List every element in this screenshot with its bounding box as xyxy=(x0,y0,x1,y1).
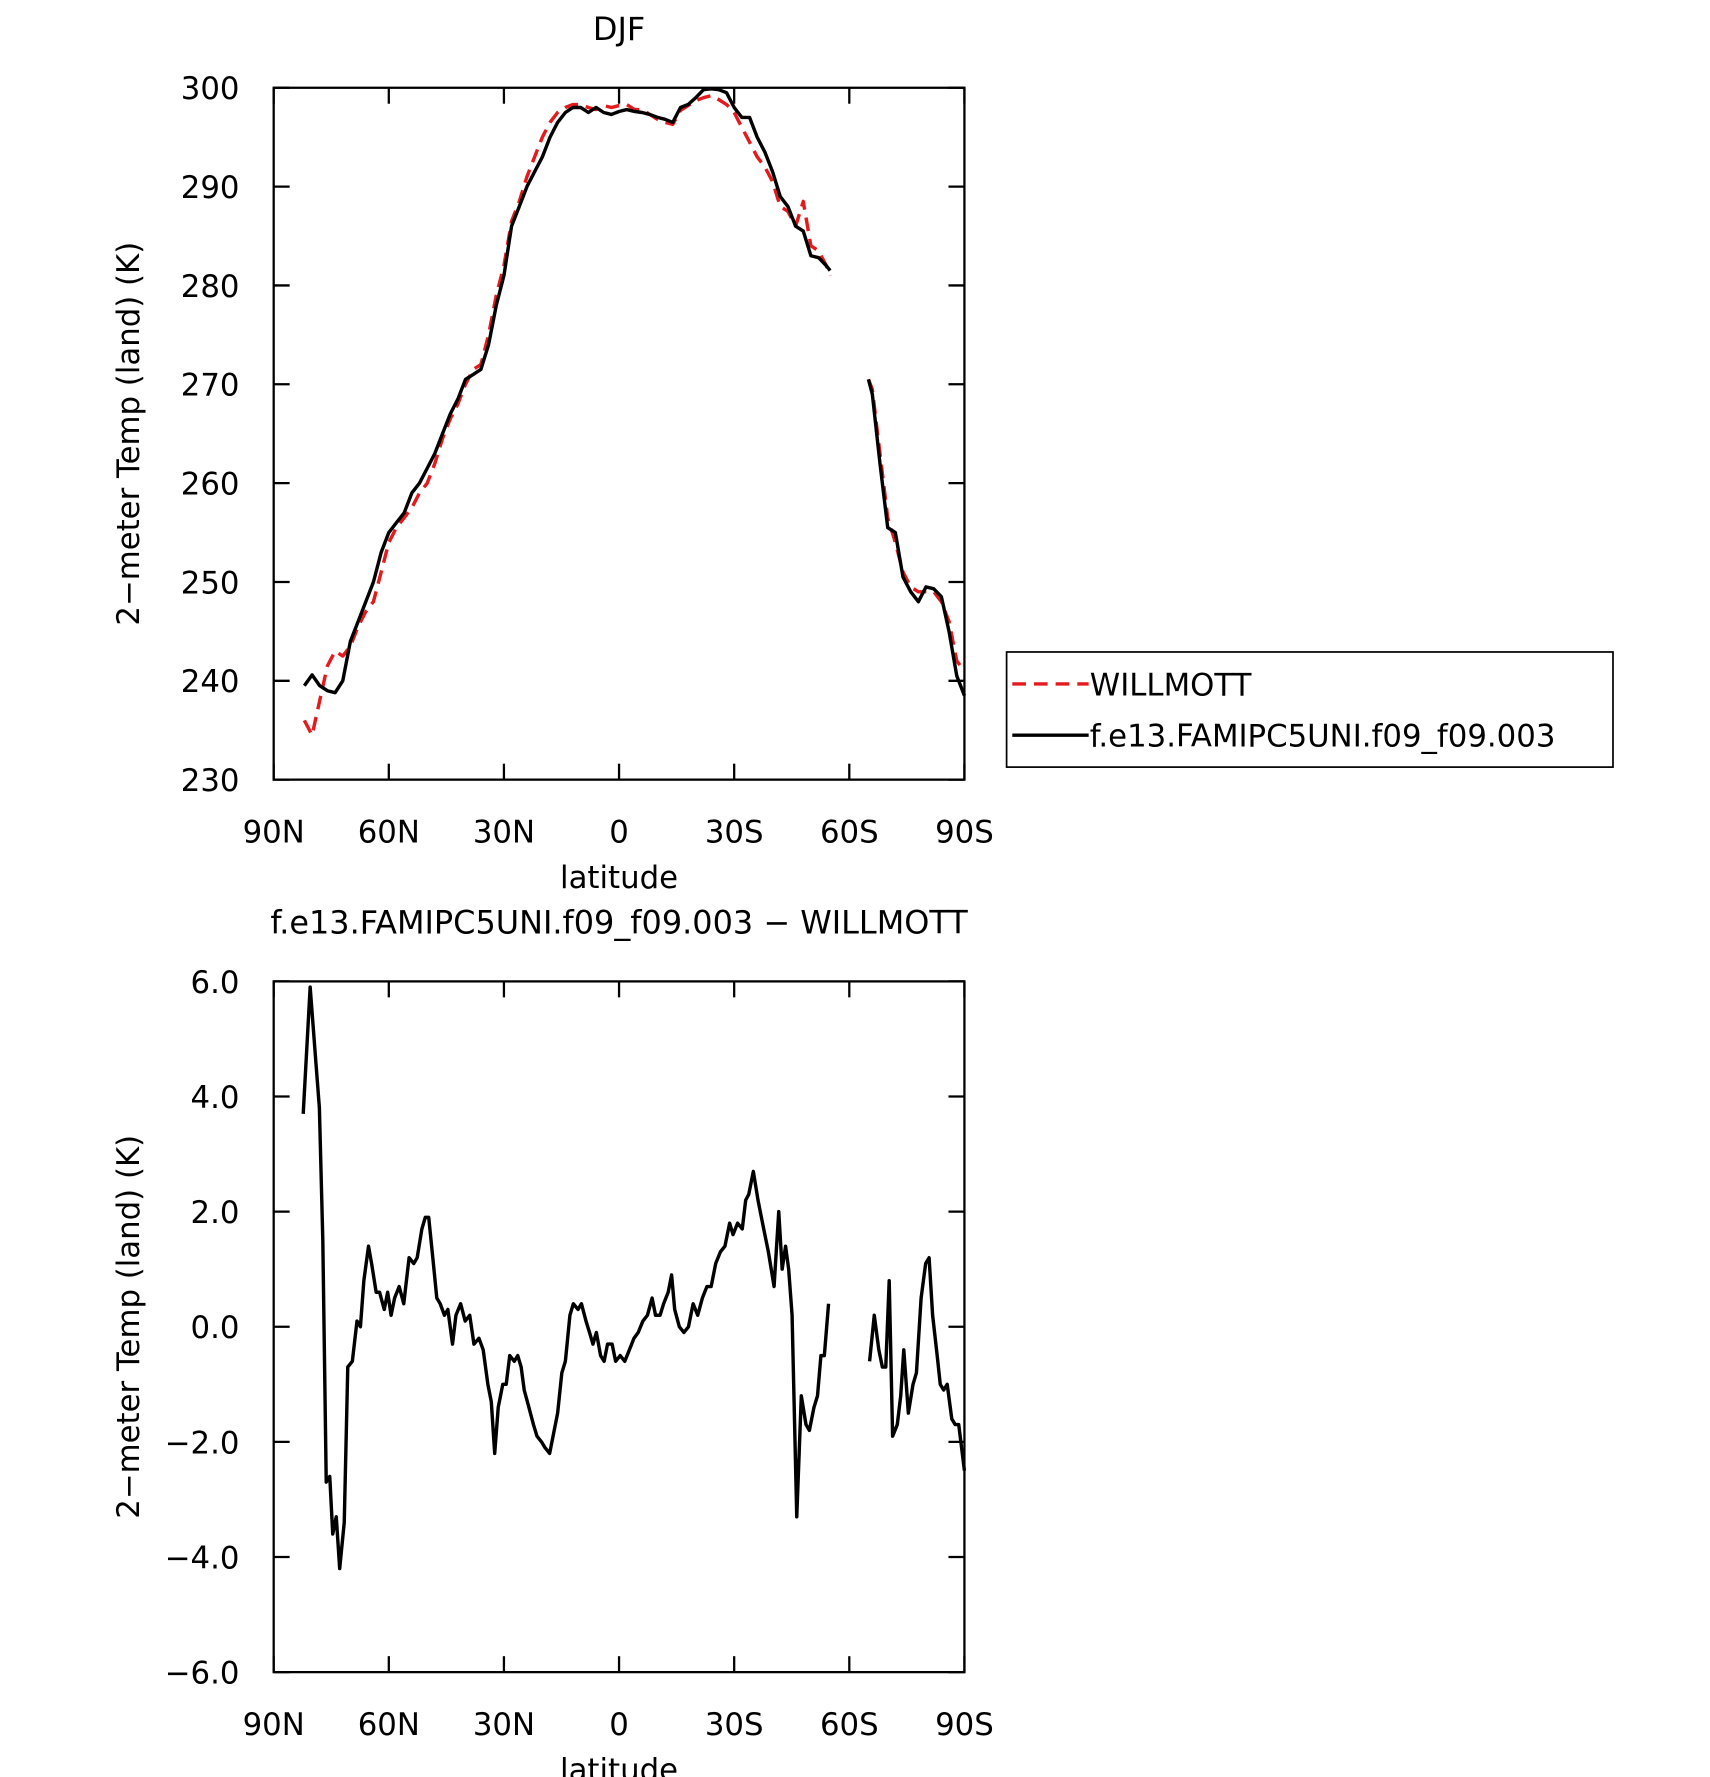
y-tick-label: 4.0 xyxy=(191,1080,240,1116)
x-tick-label: 60S xyxy=(820,1707,879,1743)
y-tick-label: 6.0 xyxy=(191,965,240,1001)
legend-box xyxy=(1005,651,1614,768)
x-tick-label: 90S xyxy=(935,814,994,850)
y-tick-label: 300 xyxy=(181,71,240,107)
y-tick-label: 260 xyxy=(181,467,240,503)
x-tick-label: 60N xyxy=(358,814,420,850)
y-tick-label: 280 xyxy=(181,269,240,305)
x-axis-label: latitude xyxy=(560,860,678,896)
y-tick-label: −6.0 xyxy=(165,1656,240,1692)
y-tick-label: 0.0 xyxy=(191,1310,240,1346)
data-line xyxy=(302,93,966,737)
plot-frame xyxy=(272,86,966,781)
x-tick-label: 60S xyxy=(820,814,879,850)
x-tick-label: 30N xyxy=(473,1707,535,1743)
y-tick-label: 2.0 xyxy=(191,1195,240,1231)
y-axis-label: 2−meter Temp (land) (K) xyxy=(111,242,147,626)
legend-label: f.e13.FAMIPC5UNI.f09_f09.003 xyxy=(1090,719,1556,755)
x-tick-label: 90N xyxy=(243,1707,305,1743)
x-tick-label: 30S xyxy=(705,1707,764,1743)
plot-frame xyxy=(272,980,966,1674)
y-tick-label: 290 xyxy=(181,170,240,206)
x-tick-label: 30S xyxy=(705,814,764,850)
data-line xyxy=(301,985,967,1571)
y-tick-label: 270 xyxy=(181,368,240,404)
y-tick-label: 240 xyxy=(181,664,240,700)
x-tick-label: 90S xyxy=(935,1707,994,1743)
x-axis-label: latitude xyxy=(560,1752,678,1777)
x-tick-label: 0 xyxy=(609,1707,629,1743)
x-tick-label: 0 xyxy=(609,814,629,850)
y-tick-label: 230 xyxy=(181,763,240,799)
x-tick-label: 90N xyxy=(243,814,305,850)
y-tick-label: −2.0 xyxy=(165,1425,240,1461)
data-line xyxy=(302,87,967,697)
y-tick-label: 250 xyxy=(181,565,240,601)
legend-label: WILLMOTT xyxy=(1090,667,1252,703)
x-tick-label: 30N xyxy=(473,814,535,850)
x-tick-label: 60N xyxy=(358,1707,420,1743)
chart-title: f.e13.FAMIPC5UNI.f09_f09.003 − WILLMOTT xyxy=(270,904,968,942)
chart-title: DJF xyxy=(593,10,645,48)
y-axis-label: 2−meter Temp (land) (K) xyxy=(111,1135,147,1519)
y-tick-label: −4.0 xyxy=(165,1540,240,1576)
